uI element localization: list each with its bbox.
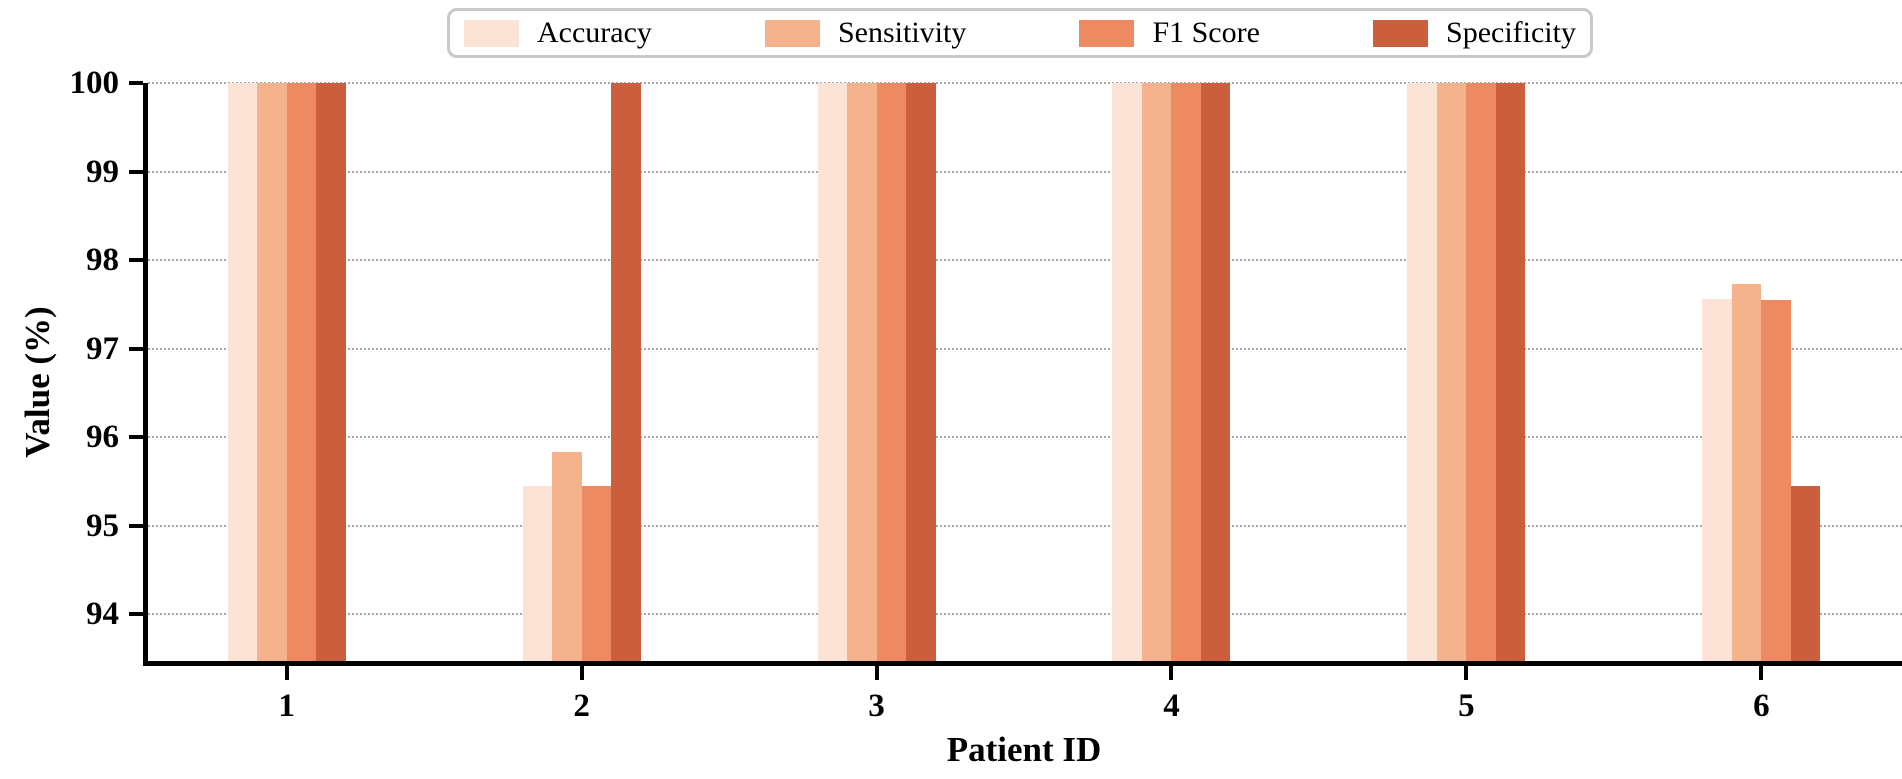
x-tick-label-4: 4 <box>1163 688 1180 724</box>
y-axis-spine <box>143 83 148 666</box>
y-tick-99 <box>129 169 143 174</box>
x-tick-5 <box>1464 666 1469 680</box>
x-tick-label-3: 3 <box>868 688 885 724</box>
legend-swatch-icon <box>765 19 820 47</box>
bar-patient3-sensitivity <box>847 83 877 661</box>
bar-patient1-specificity <box>316 83 346 661</box>
x-tick-3 <box>874 666 879 680</box>
legend-label: F1 Score <box>1152 16 1260 49</box>
y-tick-94 <box>129 612 143 617</box>
bar-patient2-sensitivity <box>552 452 582 661</box>
legend-label: Sensitivity <box>838 16 967 49</box>
gridline-97 <box>148 347 1902 350</box>
gridline-98 <box>148 259 1902 262</box>
bar-patient2-accuracy <box>522 485 553 661</box>
gridline-100 <box>148 82 1902 84</box>
bar-patient6-sensitivity <box>1731 284 1762 661</box>
y-tick-96 <box>129 435 143 440</box>
bar-patient4-sensitivity <box>1141 83 1172 661</box>
bar-patient2-f1-score <box>581 485 612 661</box>
legend-item-accuracy: Accuracy <box>464 16 652 50</box>
legend-swatch-icon <box>1373 19 1429 47</box>
legend-label: Specificity <box>1446 16 1576 49</box>
bar-patient5-f1-score <box>1466 83 1496 661</box>
y-tick-label-95: 95 <box>86 507 119 544</box>
bar-patient4-accuracy <box>1112 83 1142 661</box>
legend-item-f1-score: F1 Score <box>1079 16 1260 50</box>
bar-patient2-specificity <box>611 83 641 661</box>
y-tick-97 <box>129 346 143 351</box>
y-tick-label-97: 97 <box>86 330 119 367</box>
bar-patient1-sensitivity <box>257 83 287 661</box>
bar-patient5-accuracy <box>1407 83 1437 661</box>
bar-patient6-accuracy <box>1702 299 1732 661</box>
y-tick-98 <box>129 258 143 263</box>
x-tick-4 <box>1169 666 1174 680</box>
bar-patient3-accuracy <box>817 83 848 661</box>
x-axis-title: Patient ID <box>946 730 1102 769</box>
x-tick-2 <box>579 666 584 680</box>
legend-item-sensitivity: Sensitivity <box>765 16 966 50</box>
bar-patient5-specificity <box>1495 83 1526 661</box>
x-tick-label-6: 6 <box>1753 688 1770 724</box>
bar-patient6-specificity <box>1790 485 1821 661</box>
x-tick-6 <box>1759 666 1764 680</box>
bar-patient5-sensitivity <box>1436 83 1467 661</box>
legend-label: Accuracy <box>537 16 652 49</box>
chart-legend: Accuracy Sensitivity F1 Score Specificity <box>447 8 1593 58</box>
x-tick-1 <box>284 666 289 680</box>
bar-patient6-f1-score <box>1761 299 1791 661</box>
bar-patient3-f1-score <box>876 83 906 661</box>
y-tick-label-99: 99 <box>86 153 119 190</box>
legend-swatch-icon <box>464 19 519 47</box>
legend-item-specificity: Specificity <box>1373 16 1576 50</box>
y-tick-95 <box>129 523 143 528</box>
bar-patient4-f1-score <box>1171 83 1201 661</box>
gridline-94 <box>148 613 1902 616</box>
gridline-96 <box>148 436 1902 439</box>
y-tick-100 <box>129 81 143 85</box>
y-tick-label-98: 98 <box>86 242 119 279</box>
y-tick-label-96: 96 <box>86 419 119 456</box>
x-tick-label-5: 5 <box>1458 688 1475 724</box>
bar-patient1-f1-score <box>286 83 317 661</box>
bar-patient1-accuracy <box>227 83 258 661</box>
legend-swatch-icon <box>1079 19 1135 47</box>
x-axis-spine <box>143 661 1902 666</box>
bar-patient4-specificity <box>1200 83 1231 661</box>
x-tick-label-1: 1 <box>278 688 295 724</box>
x-tick-label-2: 2 <box>573 688 590 724</box>
bar-patient3-specificity <box>906 83 936 661</box>
gridline-99 <box>148 170 1902 173</box>
y-tick-label-100: 100 <box>69 65 120 101</box>
gridline-95 <box>148 524 1902 527</box>
y-tick-label-94: 94 <box>86 596 119 633</box>
